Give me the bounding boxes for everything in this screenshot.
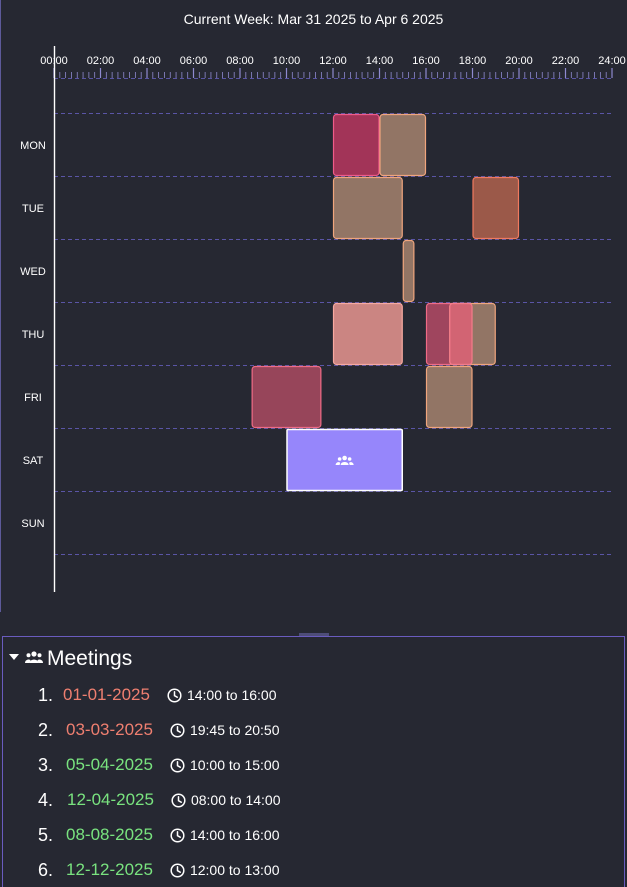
event-block[interactable] <box>332 113 380 177</box>
meeting-index: 6. <box>37 859 53 880</box>
meeting-index: 1. <box>37 684 53 705</box>
meeting-date: 12-04-2025 <box>67 790 154 809</box>
clock-icon <box>167 687 182 703</box>
clock-icon <box>170 827 185 843</box>
event-block[interactable] <box>332 176 403 240</box>
meeting-row[interactable]: 6. 12-12-2025 12:00 to 13:00 <box>3 858 280 882</box>
hour-label: 14:00 <box>366 55 394 67</box>
day-label-sat: SAT <box>23 455 44 467</box>
hour-label: 12:00 <box>319 55 347 67</box>
meeting-index: 2. <box>37 719 53 740</box>
meeting-date: 05-04-2025 <box>66 755 153 774</box>
collapse-arrow-icon[interactable] <box>9 654 19 660</box>
day-label-thu: THU <box>22 329 45 341</box>
hour-label: 02:00 <box>87 55 115 67</box>
splitter-handle[interactable] <box>299 633 329 636</box>
hour-label: 08:00 <box>226 55 254 67</box>
left-frame-border <box>0 0 1 612</box>
event-block[interactable] <box>449 302 473 366</box>
clock-icon <box>170 757 185 773</box>
clock-icon <box>170 862 185 878</box>
clock-icon <box>171 792 186 808</box>
meeting-index: 4. <box>37 789 53 810</box>
meeting-date: 08-08-2025 <box>66 825 153 844</box>
meeting-row[interactable]: 3. 05-04-2025 10:00 to 15:00 <box>3 753 280 777</box>
event-block[interactable] <box>472 176 520 240</box>
meeting-time: 14:00 to 16:00 <box>189 827 280 843</box>
meeting-time: 14:00 to 16:00 <box>186 687 277 703</box>
day-label-wed: WED <box>20 266 46 278</box>
meeting-index: 5. <box>37 824 53 845</box>
meeting-index: 3. <box>37 754 53 775</box>
meeting-time: 12:00 to 13:00 <box>189 862 280 878</box>
meeting-row[interactable]: 2. 03-03-2025 19:45 to 20:50 <box>3 718 280 742</box>
group-icon <box>25 650 43 668</box>
meetings-panel: Meetings 1. 01-01-2025 14:00 to 16:00 2. 03-… <box>2 636 625 887</box>
clock-icon <box>170 722 185 738</box>
event-block[interactable] <box>379 113 427 177</box>
event-block[interactable] <box>402 239 415 303</box>
event-block[interactable] <box>332 302 403 366</box>
event-block[interactable] <box>425 365 473 429</box>
event-block[interactable] <box>251 365 322 429</box>
meeting-time: 08:00 to 14:00 <box>190 792 281 808</box>
meeting-date: 01-01-2025 <box>63 685 150 704</box>
meeting-row[interactable]: 5. 08-08-2025 14:00 to 16:00 <box>3 823 280 847</box>
hour-label: 16:00 <box>412 55 440 67</box>
week-schedule[interactable]: 00:0002:0004:0006:0008:0010:0012:0014:00… <box>0 0 627 612</box>
hour-label: 18:00 <box>459 55 487 67</box>
hour-label: 20:00 <box>505 55 533 67</box>
meeting-row[interactable]: 1. 01-01-2025 14:00 to 16:00 <box>3 683 277 707</box>
meeting-date: 12-12-2025 <box>66 860 153 879</box>
meetings-title: Meetings <box>47 647 133 670</box>
day-label-mon: MON <box>20 140 46 152</box>
hour-label: 24:00 <box>598 55 626 67</box>
week-title: Current Week: Mar 31 2025 to Apr 6 2025 <box>183 11 444 27</box>
hour-label: 10:00 <box>273 55 301 67</box>
meeting-time: 10:00 to 15:00 <box>189 757 280 773</box>
hour-label: 06:00 <box>180 55 208 67</box>
meeting-row[interactable]: 4. 12-04-2025 08:00 to 14:00 <box>3 788 281 812</box>
hour-label: 04:00 <box>133 55 161 67</box>
group-icon <box>335 455 354 465</box>
meetings-header[interactable]: Meetings <box>9 647 132 671</box>
hour-label: 22:00 <box>552 55 580 67</box>
meeting-date: 03-03-2025 <box>66 720 153 739</box>
day-label-tue: TUE <box>22 203 44 215</box>
meeting-time: 19:45 to 20:50 <box>189 722 280 738</box>
day-label-fri: FRI <box>24 392 42 404</box>
day-label-sun: SUN <box>21 518 44 530</box>
